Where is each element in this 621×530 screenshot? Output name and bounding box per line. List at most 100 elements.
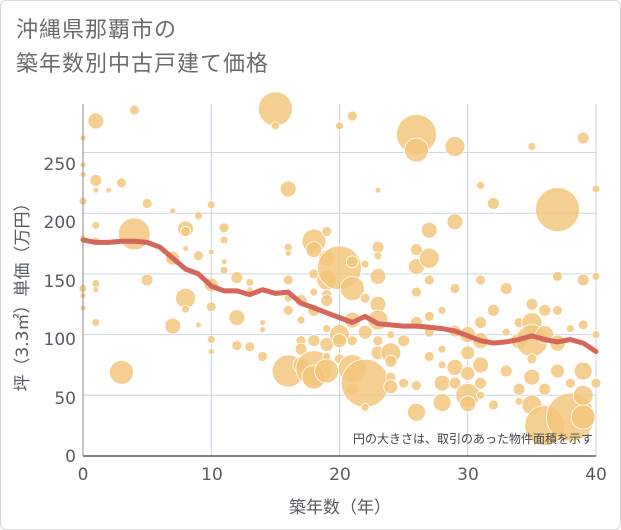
bubble bbox=[525, 297, 539, 311]
bubble bbox=[141, 198, 153, 209]
chart-title-line-2: 築年数別中古戸建て価格 bbox=[16, 52, 270, 77]
bubble bbox=[360, 403, 370, 412]
bubble bbox=[576, 131, 590, 145]
bubble bbox=[140, 273, 154, 287]
bubble bbox=[340, 358, 390, 408]
bubble bbox=[259, 326, 266, 334]
bubble bbox=[474, 376, 487, 390]
bubble bbox=[296, 315, 306, 325]
x-tick-20: 20 bbox=[329, 465, 351, 485]
bubble bbox=[437, 305, 447, 315]
y-tick-50: 50 bbox=[54, 389, 76, 409]
bubble bbox=[398, 377, 410, 389]
axes bbox=[82, 104, 596, 457]
bubble bbox=[386, 330, 396, 340]
bubble bbox=[92, 286, 100, 294]
bubble bbox=[535, 187, 580, 233]
bubble bbox=[448, 376, 462, 390]
bubble bbox=[487, 399, 499, 411]
bubble bbox=[486, 197, 500, 210]
bubble bbox=[284, 249, 292, 257]
bubble bbox=[577, 319, 589, 331]
bubble bbox=[205, 301, 217, 313]
bubble bbox=[486, 303, 500, 317]
bubble bbox=[332, 333, 347, 349]
bubble bbox=[109, 359, 134, 385]
bubble bbox=[207, 248, 215, 256]
bubble bbox=[565, 324, 575, 333]
bubble bbox=[357, 324, 373, 340]
bubble bbox=[526, 353, 538, 365]
bubble bbox=[207, 348, 215, 356]
bubble bbox=[564, 377, 576, 389]
bubble bbox=[446, 213, 464, 231]
bubble bbox=[576, 273, 590, 287]
bubble bbox=[180, 226, 192, 237]
bubble bbox=[591, 330, 601, 340]
bubble bbox=[476, 390, 485, 400]
bubble bbox=[169, 207, 177, 215]
bubble bbox=[182, 245, 190, 252]
x-tick-10: 10 bbox=[201, 465, 223, 485]
bubble bbox=[346, 335, 358, 347]
bubble bbox=[423, 311, 435, 322]
bubble bbox=[294, 342, 308, 356]
bubble bbox=[552, 304, 563, 316]
bubble bbox=[397, 334, 411, 348]
bubble bbox=[89, 174, 103, 187]
bubble bbox=[407, 402, 426, 422]
bubble bbox=[91, 220, 101, 230]
bubble bbox=[87, 112, 105, 130]
bubble bbox=[404, 137, 429, 163]
x-tick-40: 40 bbox=[585, 465, 607, 485]
bubble bbox=[449, 283, 461, 294]
bubble bbox=[195, 321, 202, 329]
bubble bbox=[181, 304, 191, 314]
bubble bbox=[218, 222, 230, 234]
bubble bbox=[360, 259, 370, 269]
bubble bbox=[230, 271, 244, 284]
bubble bbox=[538, 303, 552, 317]
bubble bbox=[339, 276, 365, 301]
bubble bbox=[410, 243, 423, 257]
bubble bbox=[193, 250, 204, 262]
bubble bbox=[476, 180, 485, 190]
bubble bbox=[523, 368, 541, 386]
x-axis-label: 築年数（年） bbox=[289, 498, 391, 518]
bubble bbox=[474, 316, 487, 329]
bubble bbox=[257, 351, 268, 362]
bubble bbox=[320, 294, 334, 308]
y-tick-0: 0 bbox=[65, 447, 76, 467]
y-tick-250: 250 bbox=[44, 155, 76, 175]
bubble bbox=[512, 382, 526, 396]
y-tick-200: 200 bbox=[44, 213, 76, 233]
bubble bbox=[206, 200, 216, 210]
bubble bbox=[475, 274, 486, 286]
bubble bbox=[591, 271, 601, 281]
bubble bbox=[282, 304, 294, 316]
bubble bbox=[206, 335, 216, 344]
bubble bbox=[423, 351, 435, 362]
bubble bbox=[128, 104, 140, 116]
bubble bbox=[460, 366, 476, 381]
bubble bbox=[220, 258, 228, 266]
bubble bbox=[245, 278, 255, 287]
bubble bbox=[499, 282, 513, 295]
bubble bbox=[590, 377, 602, 389]
bubble bbox=[279, 180, 297, 198]
bubble bbox=[423, 274, 435, 286]
bubble bbox=[92, 186, 100, 194]
bubble bbox=[527, 142, 537, 151]
bubble bbox=[359, 292, 371, 304]
bubble bbox=[433, 374, 451, 392]
average-line bbox=[80, 237, 599, 355]
bubble bbox=[345, 255, 359, 269]
bubble bbox=[282, 274, 294, 286]
bubble bbox=[437, 360, 447, 370]
y-axis-label: 坪（3.3㎡）単価（万円） bbox=[13, 194, 33, 391]
bubble bbox=[307, 334, 321, 348]
bubble bbox=[270, 121, 280, 131]
bubble bbox=[437, 344, 447, 354]
